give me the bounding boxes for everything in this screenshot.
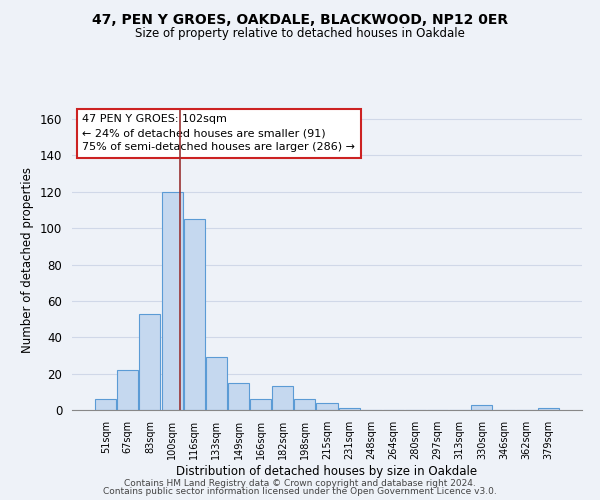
Bar [206, 358, 227, 410]
Y-axis label: Number of detached properties: Number of detached properties [22, 167, 34, 353]
Bar [161, 192, 182, 410]
Bar [338, 408, 359, 410]
Bar [538, 408, 559, 410]
Bar [250, 399, 271, 410]
Text: Size of property relative to detached houses in Oakdale: Size of property relative to detached ho… [135, 28, 465, 40]
Bar [228, 382, 249, 410]
Bar [472, 404, 493, 410]
Bar [295, 399, 316, 410]
X-axis label: Distribution of detached houses by size in Oakdale: Distribution of detached houses by size … [176, 464, 478, 477]
Text: 47 PEN Y GROES: 102sqm
← 24% of detached houses are smaller (91)
75% of semi-det: 47 PEN Y GROES: 102sqm ← 24% of detached… [82, 114, 355, 152]
Bar [184, 219, 205, 410]
Bar [118, 370, 139, 410]
Text: Contains HM Land Registry data © Crown copyright and database right 2024.: Contains HM Land Registry data © Crown c… [124, 478, 476, 488]
Bar [95, 399, 116, 410]
Bar [139, 314, 160, 410]
Text: Contains public sector information licensed under the Open Government Licence v3: Contains public sector information licen… [103, 487, 497, 496]
Bar [272, 386, 293, 410]
Bar [316, 402, 338, 410]
Text: 47, PEN Y GROES, OAKDALE, BLACKWOOD, NP12 0ER: 47, PEN Y GROES, OAKDALE, BLACKWOOD, NP1… [92, 12, 508, 26]
